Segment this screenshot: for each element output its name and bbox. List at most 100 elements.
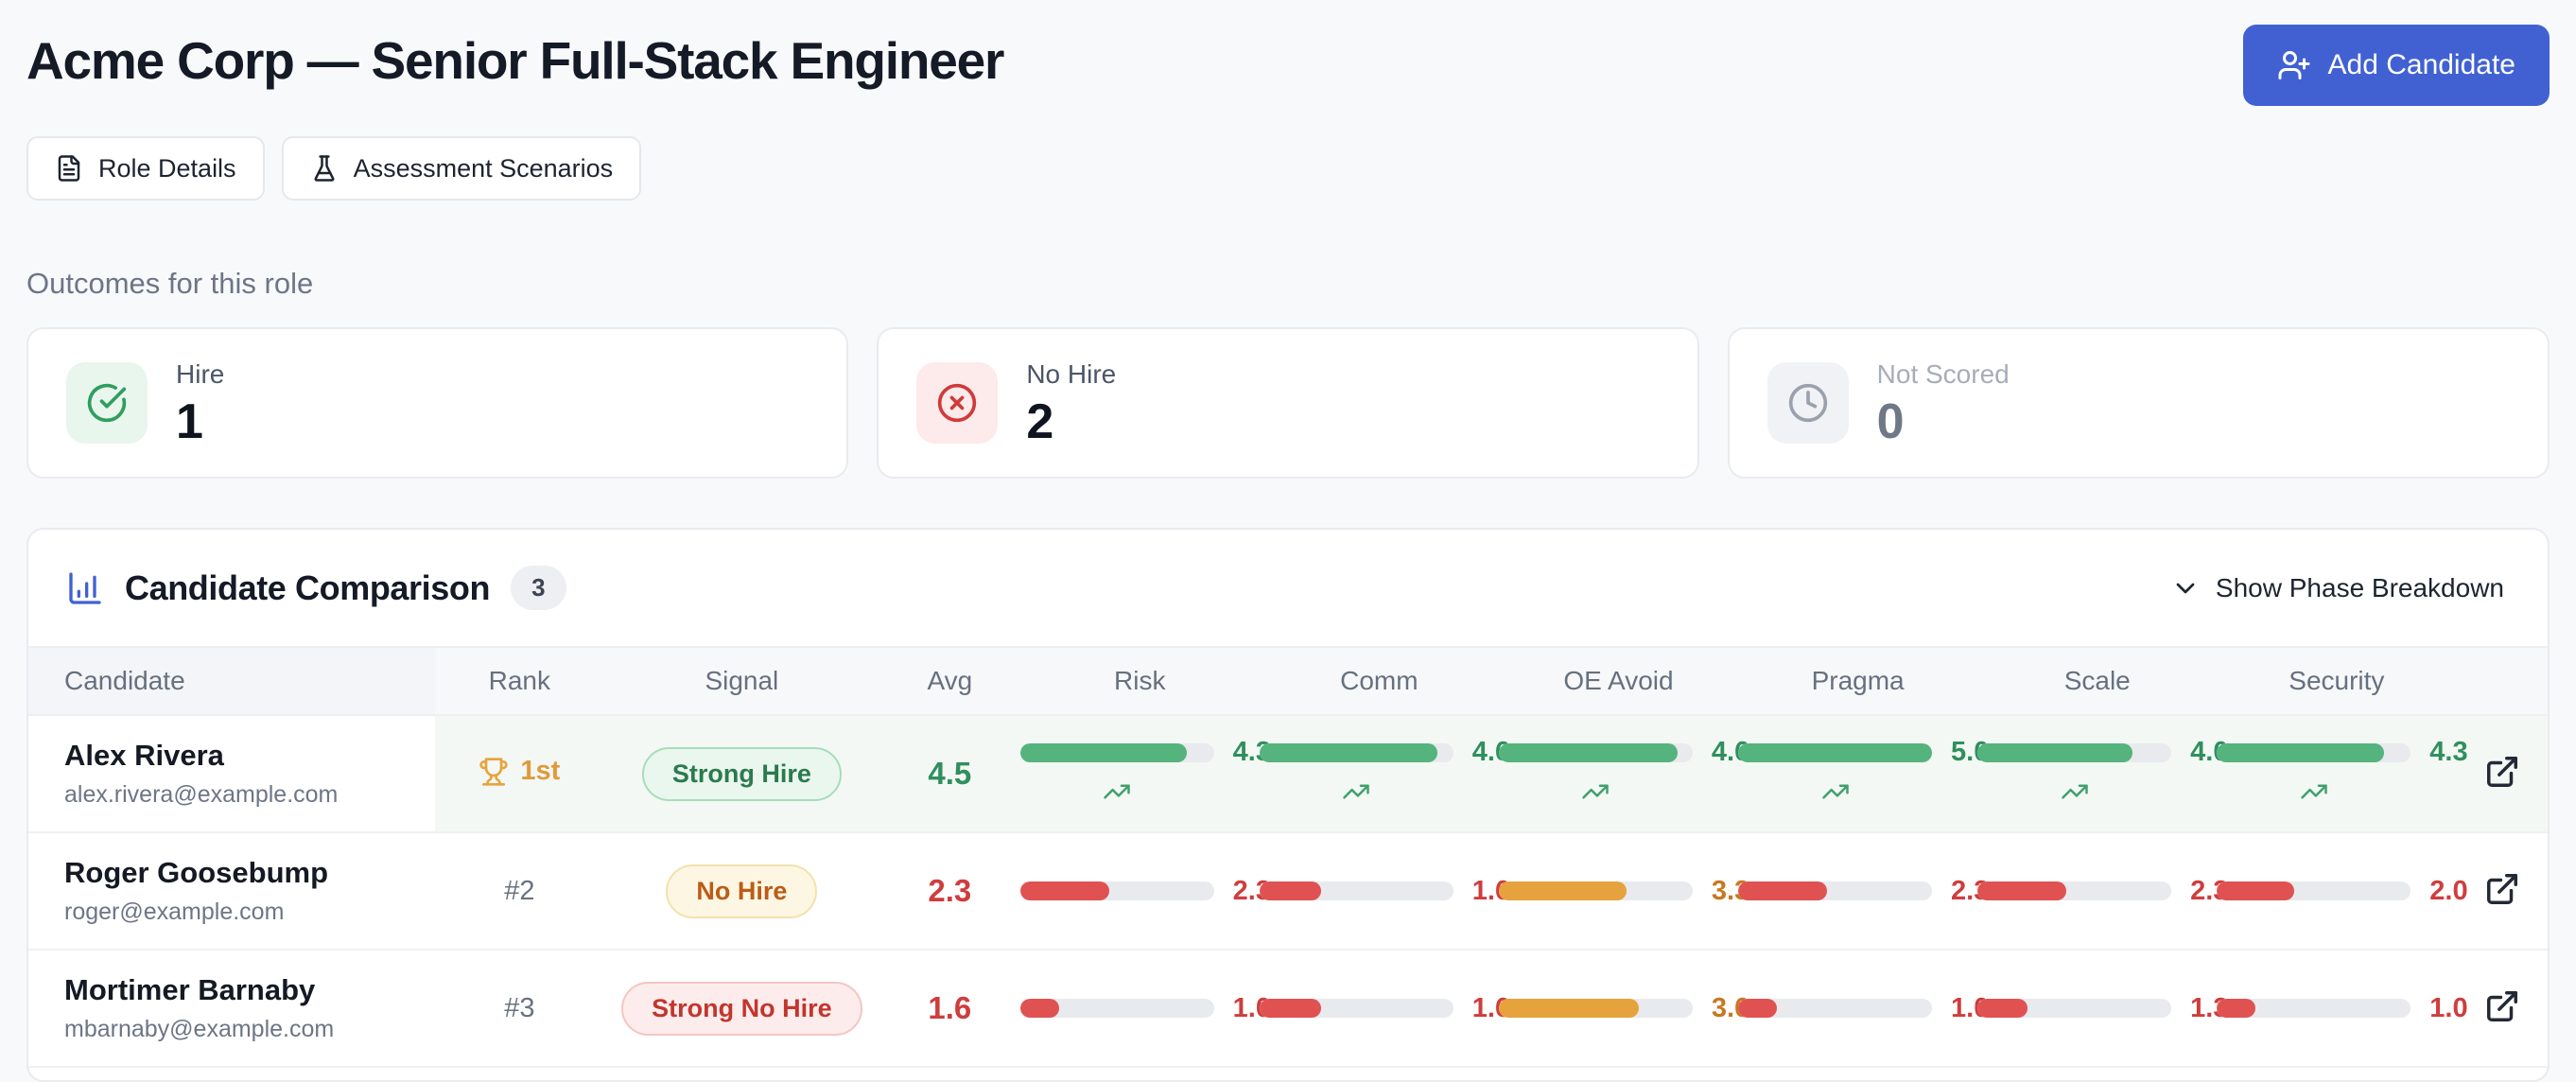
file-text-icon <box>55 154 83 183</box>
clock-icon <box>1767 362 1849 444</box>
rank-cell: #3 <box>434 950 604 1068</box>
avg-cell: 4.5 <box>879 715 1020 833</box>
check-circle-icon <box>66 362 148 444</box>
outcome-count: 0 <box>1876 394 1905 449</box>
score-cell-scale: 2.3 <box>1977 832 2229 951</box>
score-bar <box>1019 999 1214 1018</box>
column-header-risk: Risk <box>1019 646 1260 716</box>
score-cell-comm: 4.6 <box>1259 715 1510 833</box>
x-circle-icon <box>916 362 999 444</box>
show-phase-breakdown-toggle[interactable]: Show Phase Breakdown <box>2165 572 2510 604</box>
score-cell-oe-avoid: 3.3 <box>1498 832 1749 951</box>
open-report-button[interactable] <box>2484 754 2520 790</box>
candidate-email: alex.rivera@example.com <box>64 781 339 808</box>
signal-cell: No Hire <box>603 832 880 951</box>
trending-up-icon <box>2217 777 2411 806</box>
signal-badge: Strong No Hire <box>621 981 862 1036</box>
score-cell-scale: 1.3 <box>1977 950 2229 1068</box>
add-candidate-label: Add Candidate <box>2327 49 2516 80</box>
outcomes-heading: Outcomes for this role <box>26 267 314 300</box>
column-header-pragma: Pragma <box>1738 646 1978 716</box>
score-bar <box>1977 999 2172 1018</box>
score-cell-risk: 2.3 <box>1019 832 1271 951</box>
assessment-scenarios-button[interactable]: Assessment Scenarios <box>281 136 642 201</box>
open-report-button[interactable] <box>2484 871 2520 907</box>
score-bar <box>1977 742 2172 762</box>
score-cell-pragma: 1.0 <box>1738 950 1989 1068</box>
avg-value: 2.3 <box>928 873 972 908</box>
outcome-card-not-scored: Not Scored 0 <box>1727 327 2550 479</box>
score-cell-security: 2.0 <box>2217 832 2468 951</box>
score-bar <box>1498 742 1693 762</box>
external-link-icon <box>2486 990 2517 1021</box>
open-report-button[interactable] <box>2484 988 2520 1024</box>
score-cell-security: 4.3 <box>2217 715 2468 833</box>
trophy-icon <box>479 757 509 787</box>
page-title: Acme Corp — Senior Full-Stack Engineer <box>26 31 1004 90</box>
score-cell-scale: 4.0 <box>1977 715 2229 833</box>
topbar: Acme Corp — Senior Full-Stack Engineer A… <box>26 25 2550 106</box>
toggle-label: Show Phase Breakdown <box>2215 572 2504 602</box>
column-header-candidate: Candidate <box>28 646 435 716</box>
outcome-label: Not Scored <box>1876 359 2010 389</box>
avg-cell: 2.3 <box>879 832 1020 951</box>
outcome-card-hire: Hire 1 <box>26 327 849 479</box>
outcome-cards: Hire 1 No Hire 2 Not Scored 0 <box>26 327 2550 479</box>
rank-label: #3 <box>504 992 535 1023</box>
avg-cell: 1.6 <box>879 950 1020 1068</box>
score-cell-oe-avoid: 3.6 <box>1498 950 1749 1068</box>
signal-badge: Strong Hire <box>641 746 842 801</box>
panel-title: Candidate Comparison <box>125 567 491 607</box>
column-header-scale: Scale <box>1977 646 2218 716</box>
score-bar <box>2217 999 2411 1018</box>
score-cell-comm: 1.6 <box>1259 832 1510 951</box>
candidate-name: Mortimer Barnaby <box>64 973 316 1006</box>
table-row: Alex Rivera alex.rivera@example.com 1st … <box>28 715 2548 833</box>
action-cell <box>2456 950 2548 1068</box>
outcome-card-no-hire: No Hire 2 <box>877 327 1699 479</box>
rank-label: 1st <box>520 756 561 787</box>
role-details-button[interactable]: Role Details <box>26 136 265 201</box>
score-cell-security: 1.0 <box>2217 950 2468 1068</box>
candidate-email: roger@example.com <box>64 899 285 925</box>
column-header-security: Security <box>2217 646 2457 716</box>
assessment-scenarios-label: Assessment Scenarios <box>353 153 614 183</box>
outcome-label: No Hire <box>1026 359 1117 389</box>
rank-cell: 1st <box>434 715 604 833</box>
table-row: Mortimer Barnaby mbarnaby@example.com #3… <box>28 950 2548 1068</box>
toolbar: Role Details Assessment Scenarios <box>26 136 2550 201</box>
avg-value: 4.5 <box>928 756 972 791</box>
candidate-email: mbarnaby@example.com <box>64 1016 335 1042</box>
outcome-label: Hire <box>176 359 225 389</box>
candidate-cell: Roger Goosebump roger@example.com <box>28 832 435 951</box>
score-cell-oe-avoid: 4.6 <box>1498 715 1749 833</box>
rank-cell: #2 <box>434 832 604 951</box>
external-link-icon <box>2486 873 2517 904</box>
external-link-icon <box>2486 756 2517 787</box>
candidate-cell: Mortimer Barnaby mbarnaby@example.com <box>28 950 435 1068</box>
panel-header: Candidate Comparison 3 Show Phase Breakd… <box>28 530 2548 646</box>
score-cell-comm: 1.6 <box>1259 950 1510 1068</box>
column-header-actions <box>2456 646 2548 716</box>
action-cell <box>2456 832 2548 951</box>
score-value: 1.0 <box>2429 992 2468 1023</box>
score-bar <box>1019 742 1214 762</box>
score-value: 4.3 <box>2429 737 2468 767</box>
score-bar <box>2217 742 2411 762</box>
comparison-table: Candidate Rank Signal Avg Risk Comm OE Avoid Pr… <box>28 646 2548 1068</box>
trending-up-icon <box>1977 777 2171 806</box>
signal-badge: No Hire <box>666 864 818 918</box>
column-header-avg: Avg <box>879 646 1020 716</box>
rank-label: #2 <box>504 875 535 906</box>
user-plus-icon <box>2277 48 2311 82</box>
candidate-comparison-panel: Candidate Comparison 3 Show Phase Breakd… <box>26 528 2550 1082</box>
candidate-count-badge: 3 <box>511 566 566 610</box>
score-bar <box>1259 742 1453 762</box>
trending-up-icon <box>1020 777 1214 806</box>
trending-up-icon <box>1738 777 1932 806</box>
add-candidate-button[interactable]: Add Candidate <box>2242 25 2550 106</box>
role-details-label: Role Details <box>98 153 236 183</box>
score-bar <box>1259 881 1453 900</box>
score-bar <box>1498 881 1693 900</box>
